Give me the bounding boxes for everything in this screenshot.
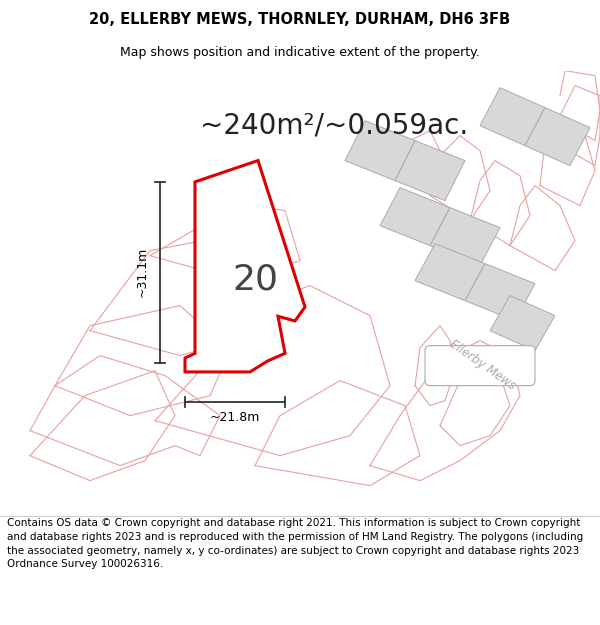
Text: Ellerby Mews: Ellerby Mews: [446, 337, 517, 392]
Polygon shape: [415, 244, 485, 301]
Text: ~31.1m: ~31.1m: [136, 247, 149, 298]
Polygon shape: [525, 107, 590, 166]
Text: ~240m²/~0.059ac.: ~240m²/~0.059ac.: [200, 112, 468, 139]
Text: ~21.8m: ~21.8m: [210, 411, 260, 424]
Polygon shape: [465, 264, 535, 321]
Text: Map shows position and indicative extent of the property.: Map shows position and indicative extent…: [120, 46, 480, 59]
Text: 20: 20: [232, 262, 278, 296]
Polygon shape: [345, 121, 415, 181]
Polygon shape: [430, 208, 500, 266]
Polygon shape: [380, 188, 450, 246]
FancyBboxPatch shape: [425, 346, 535, 386]
Polygon shape: [395, 141, 465, 201]
Text: 20, ELLERBY MEWS, THORNLEY, DURHAM, DH6 3FB: 20, ELLERBY MEWS, THORNLEY, DURHAM, DH6 …: [89, 12, 511, 28]
Polygon shape: [490, 296, 555, 351]
Polygon shape: [185, 161, 305, 372]
Polygon shape: [480, 88, 545, 146]
Text: Contains OS data © Crown copyright and database right 2021. This information is : Contains OS data © Crown copyright and d…: [7, 518, 583, 569]
